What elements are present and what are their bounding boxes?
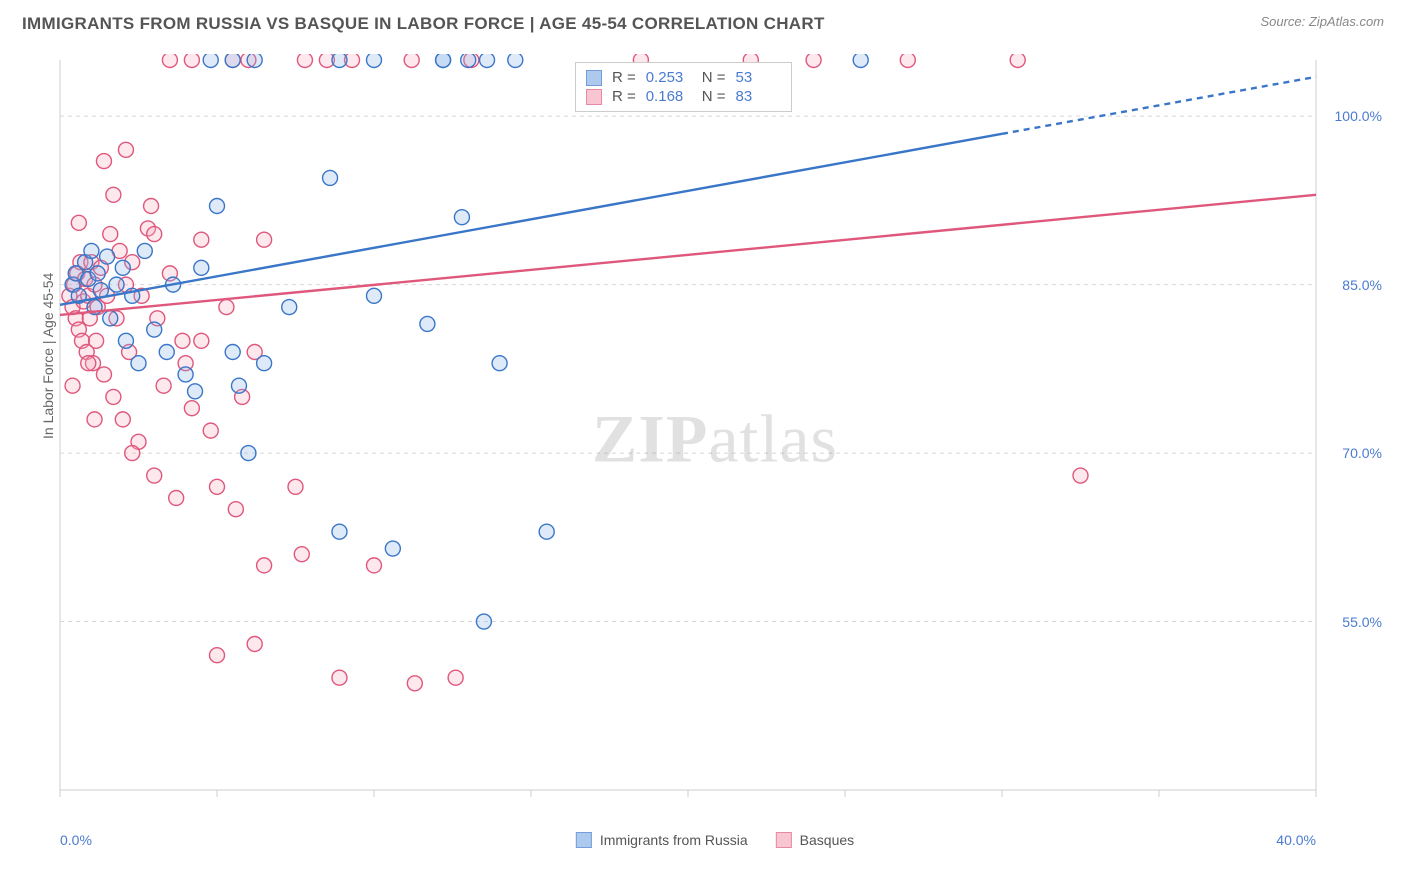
chart-title: IMMIGRANTS FROM RUSSIA VS BASQUE IN LABO…: [22, 14, 825, 34]
y-tick-label: 55.0%: [1342, 614, 1382, 630]
chart-container: In Labor Force | Age 45-54 ZIPatlas R =0…: [46, 54, 1384, 824]
correlation-legend: R =0.253N =53 R =0.168N =83: [575, 62, 793, 112]
series-legend: Immigrants from Russia Basques: [576, 832, 854, 848]
x-tick-label: 0.0%: [60, 832, 92, 848]
x-tick-label: 40.0%: [1276, 832, 1316, 848]
legend-row: R =0.168N =83: [586, 87, 782, 106]
legend-row: R =0.253N =53: [586, 68, 782, 87]
y-tick-label: 85.0%: [1342, 277, 1382, 293]
source-attribution: Source: ZipAtlas.com: [1260, 14, 1384, 29]
y-tick-label: 70.0%: [1342, 445, 1382, 461]
y-tick-label: 100.0%: [1335, 108, 1382, 124]
scatter-plot: [46, 54, 1384, 824]
legend-item: Basques: [776, 832, 854, 848]
legend-item: Immigrants from Russia: [576, 832, 748, 848]
